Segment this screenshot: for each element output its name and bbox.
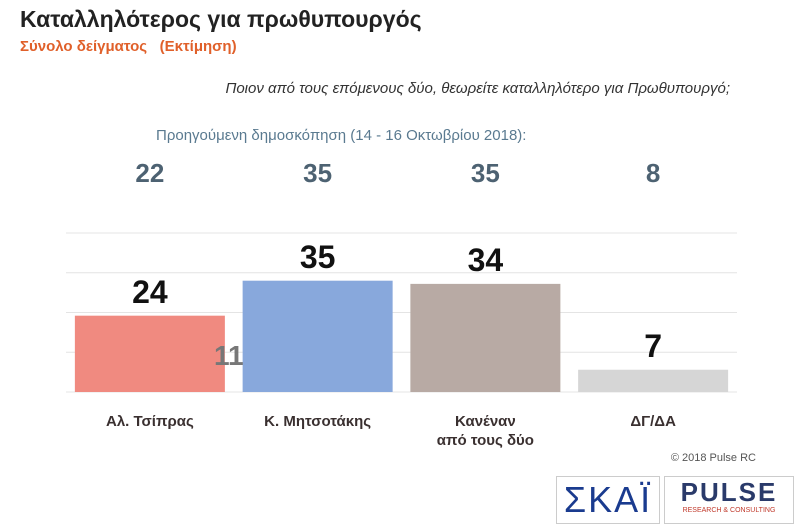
x-tick-label: Κανέναν από τους δύο bbox=[436, 413, 534, 449]
copyright: © 2018 Pulse RC bbox=[670, 452, 756, 464]
bar bbox=[578, 369, 729, 392]
x-tick-label: Κ. Μητσοτάκης bbox=[264, 413, 372, 430]
logo-right-sub: RESEARCH & CONSULTING bbox=[682, 507, 776, 514]
bar bbox=[410, 283, 561, 392]
logo-box: ΣΚΑΪ bbox=[556, 476, 660, 524]
logo-box: PULSE RESEARCH & CONSULTING bbox=[664, 476, 794, 524]
previous-value: 35 bbox=[303, 158, 333, 188]
bar bbox=[74, 315, 225, 392]
logo-right: PULSE bbox=[680, 477, 778, 507]
subtitle: Σύνολο δείγματος (Εκτίμηση) bbox=[20, 38, 237, 55]
logo-left: ΣΚΑΪ bbox=[563, 479, 653, 520]
value-label: 7 bbox=[644, 327, 663, 364]
value-label: 34 bbox=[467, 241, 504, 278]
annotation: 11 bbox=[214, 340, 244, 371]
previous-value: 35 bbox=[470, 158, 500, 188]
question: Ποιον από τους επόμενους δύο, θεωρείτε κ… bbox=[225, 80, 730, 97]
x-tick-label: Αλ. Τσίπρας bbox=[105, 413, 194, 430]
chart-title: Καταλληλότερος για πρωθυπουργός bbox=[20, 6, 422, 32]
value-label: 35 bbox=[299, 238, 336, 275]
x-tick-label: ΔΓ/ΔΑ bbox=[630, 413, 676, 430]
value-label: 24 bbox=[132, 273, 168, 310]
previous-label: Προηγούμενη δημοσκόπηση (14 - 16 Οκτωβρί… bbox=[156, 127, 527, 144]
bar bbox=[242, 280, 393, 392]
previous-value: 22 bbox=[135, 158, 165, 188]
previous-value: 8 bbox=[645, 158, 661, 188]
